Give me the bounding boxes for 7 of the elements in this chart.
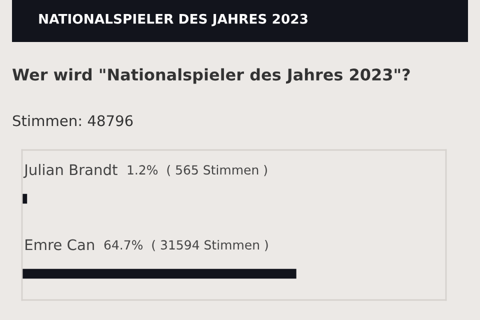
- y-tick-label: Julian Brandt: [23, 164, 118, 178]
- data-label: 1.2% ( 565 Stimmen ): [128, 164, 267, 176]
- data-label: 64.7% ( 31594 Stimmen ): [104, 240, 268, 252]
- text: Stimmen: 48796: [12, 114, 133, 126]
- y-tick-label: Emre Can: [26, 239, 94, 250]
- chart-title: NATIONALSPIELER DES JAHRES 2023: [39, 14, 308, 26]
- chart-subtitle: Wer wird "Nationalspieler des Jahres 2023"?: [12, 68, 410, 84]
